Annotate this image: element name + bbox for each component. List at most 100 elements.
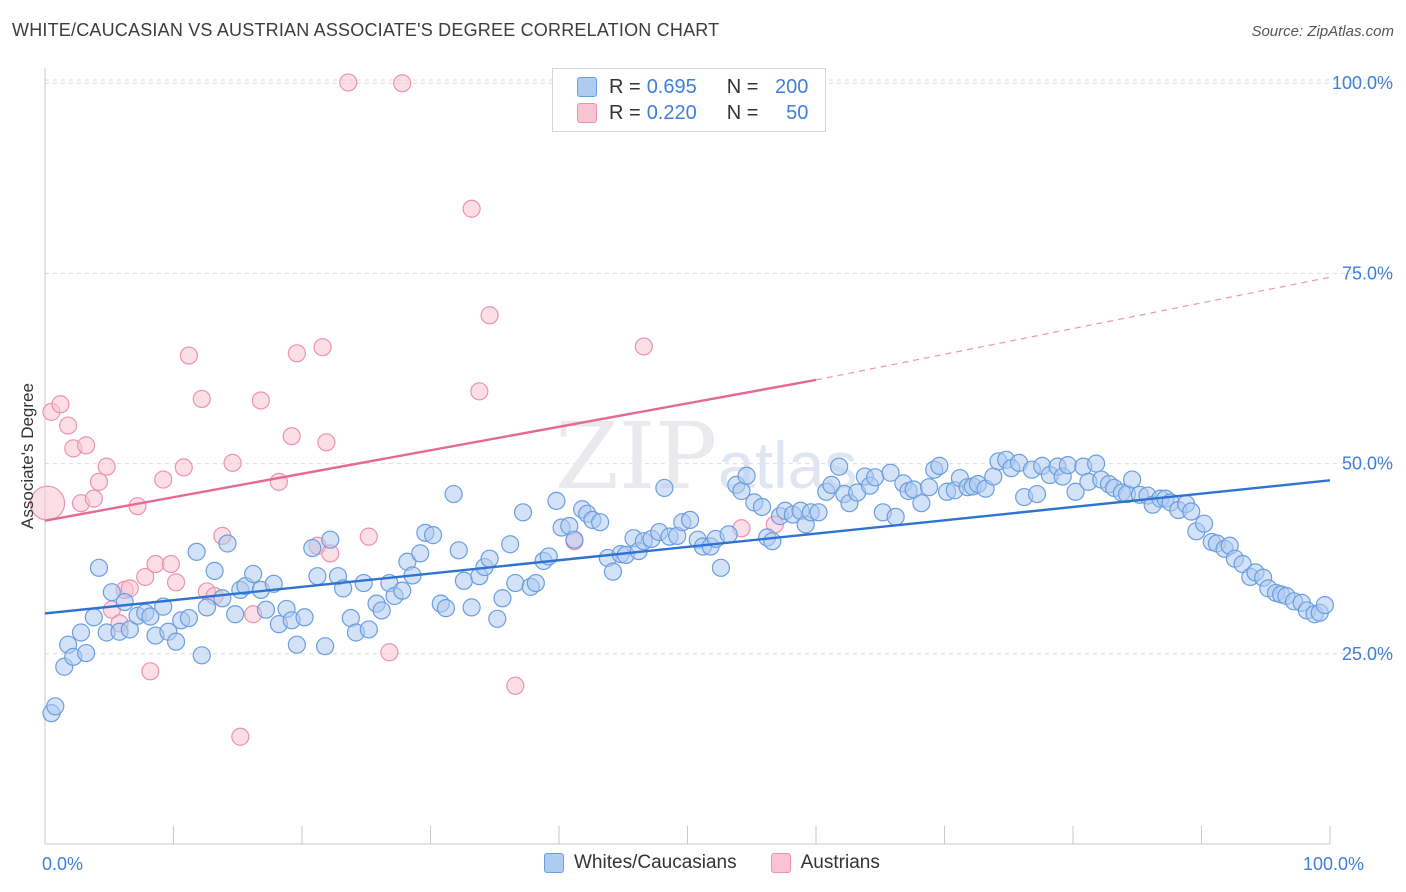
austrians-swatch xyxy=(577,103,597,123)
white-caucasian-point xyxy=(354,573,373,593)
austrian-point xyxy=(128,497,147,516)
austrian-point xyxy=(287,344,306,363)
white-caucasian-point xyxy=(737,466,756,485)
white-caucasian-point xyxy=(436,599,456,618)
whites-trendline xyxy=(44,479,1331,615)
white-caucasian-point xyxy=(295,608,314,627)
white-caucasian-point xyxy=(493,589,512,608)
austrian-point xyxy=(77,436,96,455)
x-tick-label: 100.0% xyxy=(1303,854,1364,874)
y-tick-label: 100.0% xyxy=(1332,73,1393,93)
white-caucasian-point xyxy=(984,467,1003,486)
white-caucasian-point xyxy=(115,592,134,612)
white-caucasian-point xyxy=(449,541,468,560)
white-caucasian-point xyxy=(655,478,674,498)
austrian-point xyxy=(179,346,199,365)
white-caucasian-point xyxy=(444,484,463,504)
austrian-point xyxy=(339,73,358,92)
y-tick-label: 75.0% xyxy=(1342,263,1393,283)
chart-title: WHITE/CAUCASIAN VS AUSTRIAN ASSOCIATE'S … xyxy=(12,20,720,40)
white-caucasian-point xyxy=(179,608,199,628)
white-caucasian-point xyxy=(480,549,499,568)
r-label: R = xyxy=(609,75,641,98)
white-caucasian-point xyxy=(711,558,731,577)
n-value: 200 xyxy=(775,75,809,98)
white-caucasian-point xyxy=(488,609,507,628)
r-label: R = xyxy=(609,101,641,124)
white-caucasian-point xyxy=(603,562,623,581)
n-label: N = xyxy=(726,75,759,98)
austrian-point xyxy=(506,676,525,695)
austrian-point xyxy=(313,338,332,357)
white-caucasian-point xyxy=(912,494,931,513)
austrian-point xyxy=(166,573,186,592)
y-axis-label: Associate's Degree xyxy=(18,383,37,529)
austrian-point xyxy=(282,427,301,446)
white-caucasian-point xyxy=(719,525,738,544)
white-caucasian-point xyxy=(506,573,525,593)
white-caucasian-point xyxy=(547,491,566,510)
watermark: ZIP atlas xyxy=(555,403,857,510)
stats-legend: R = 0.695 N = 200 R = 0.220 N = 50 xyxy=(552,68,826,132)
white-caucasian-point xyxy=(303,538,322,558)
white-caucasian-point xyxy=(120,620,139,639)
white-caucasian-point xyxy=(287,635,306,654)
austrians-swatch xyxy=(770,853,791,873)
austrian-point xyxy=(154,470,173,489)
legend-label-whites: Whites/Caucasians xyxy=(574,852,737,873)
austrian-point xyxy=(97,457,116,476)
white-caucasian-point xyxy=(930,456,949,475)
n-value: 50 xyxy=(786,101,809,124)
legend-label-austrians: Austrians xyxy=(800,852,880,873)
white-caucasian-point xyxy=(264,574,283,593)
white-caucasian-point xyxy=(84,608,103,627)
y-tick-label: 50.0% xyxy=(1342,454,1393,474)
white-caucasian-point xyxy=(866,468,885,487)
white-caucasian-point xyxy=(565,530,584,549)
whites-swatch xyxy=(544,853,564,873)
white-caucasian-point xyxy=(1027,484,1047,504)
white-caucasian-point xyxy=(1315,596,1334,615)
austrians-trendline xyxy=(44,378,817,522)
austrian-point xyxy=(251,391,270,410)
austrian-point xyxy=(146,554,165,574)
austrian-point xyxy=(393,74,412,93)
white-caucasian-point xyxy=(881,463,900,482)
austrian-point xyxy=(174,458,193,477)
r-value: 0.220 xyxy=(646,101,697,124)
white-caucasian-point xyxy=(462,598,481,617)
austrian-point xyxy=(192,389,211,409)
source-label: Source: ZipAtlas.com xyxy=(1251,23,1394,40)
austrian-point xyxy=(89,472,109,491)
white-caucasian-point xyxy=(308,567,327,586)
white-caucasian-point xyxy=(680,510,700,530)
austrian-point xyxy=(317,433,336,452)
austrian-point xyxy=(359,527,378,546)
white-caucasian-point xyxy=(197,598,217,617)
legend-item-austrians[interactable]: Austrians xyxy=(770,852,880,874)
tick-labels: 25.0% 50.0% 75.0% 100.0% 0.0% 100.0% Associate… xyxy=(18,73,1393,874)
white-caucasian-point xyxy=(591,513,610,532)
white-caucasian-point xyxy=(763,532,782,551)
austrian-point xyxy=(136,567,155,587)
white-caucasian-point xyxy=(213,589,232,608)
austrian-point xyxy=(634,337,653,356)
white-caucasian-point xyxy=(886,507,905,526)
austrian-point xyxy=(84,489,103,508)
white-caucasian-point xyxy=(321,530,340,549)
white-caucasian-point xyxy=(1058,456,1077,475)
white-caucasian-point xyxy=(752,497,772,517)
austrian-point xyxy=(462,199,481,218)
white-caucasian-point xyxy=(166,632,186,651)
white-caucasian-point xyxy=(192,646,211,665)
legend-item-whites[interactable]: Whites/Caucasians xyxy=(544,852,737,874)
white-caucasian-point xyxy=(1087,454,1106,473)
white-caucasian-point xyxy=(809,503,828,522)
austrian-point xyxy=(161,554,181,574)
austrian-point xyxy=(51,395,70,414)
series-legend: Whites/Caucasians Austrians xyxy=(544,852,914,874)
white-caucasian-point xyxy=(919,478,939,497)
white-caucasian-point xyxy=(513,503,533,522)
austrian-point xyxy=(470,382,489,401)
